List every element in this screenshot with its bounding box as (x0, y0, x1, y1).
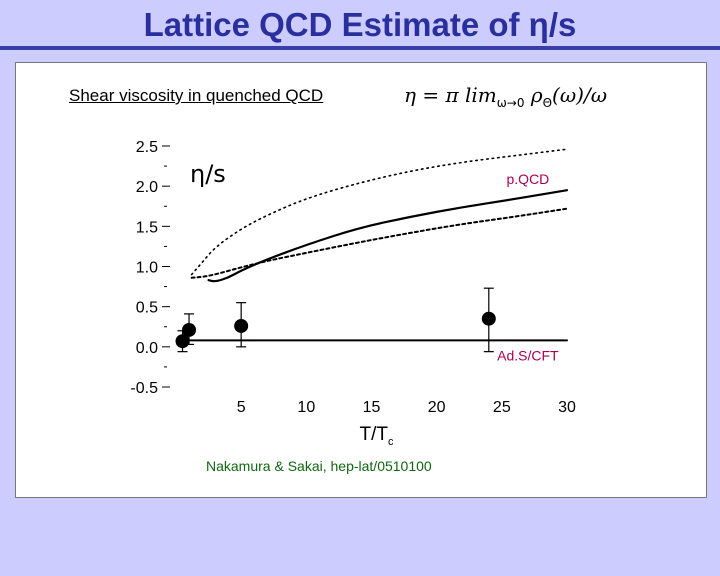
viscosity-formula: η = π limω→0 ρΘ(ω)/ω (404, 83, 607, 110)
x-tick-label: 15 (363, 399, 381, 416)
viscosity-chart: -0.5 0.0 0.5 1.0 1.5 2.0 2.5 5 10 15 20 25 30 η/s T/Tc… (130, 139, 576, 448)
series-curve-dotted-lower (190, 207, 568, 279)
formula-lhs: η = π lim (404, 83, 497, 107)
y-tick-label: 0.0 (136, 340, 158, 357)
slide-title-text: Lattice QCD Estimate of η/s (143, 6, 577, 43)
formula-rho: ρ (530, 83, 543, 107)
y-tick-label: 0.5 (136, 300, 158, 317)
x-tick-label: 30 (558, 399, 576, 416)
figure-subtitle: Shear viscosity in quenched QCD (69, 86, 324, 105)
x-tick-label: 25 (493, 399, 511, 416)
figure-panel: -0.5 0.0 0.5 1.0 1.5 2.0 2.5 5 10 15 20 25 30 η/s T/Tc… (15, 62, 707, 498)
series-curve-dotted-upper (190, 148, 568, 276)
y-tick-label: 2.5 (136, 139, 158, 156)
y-tick-label: 1.5 (136, 219, 158, 236)
data-point (234, 318, 249, 333)
y-tick-label: 1.0 (136, 260, 158, 277)
credit-line: Nakamura & Sakai, hep-lat/0510100 (206, 458, 432, 474)
x-axis-label-subscript: c (388, 436, 394, 448)
series-curve-solid (207, 189, 569, 283)
x-tick-label: 10 (297, 399, 315, 416)
title-divider (0, 46, 720, 50)
x-tick-label: 20 (428, 399, 446, 416)
formula-limit-sub: ω→0 (496, 96, 525, 110)
chart-annotation: p.QCD (507, 171, 550, 187)
formula-theta-sub: Θ (542, 96, 553, 110)
y-tick-label: 2.0 (136, 179, 158, 196)
x-axis-label: T/Tc (360, 424, 395, 448)
y-axis-label: η/s (190, 160, 226, 188)
y-tick-label: -0.5 (130, 380, 158, 397)
data-point (182, 322, 197, 337)
data-point (481, 311, 496, 326)
chart-annotation: Ad.S/CFT (497, 347, 559, 363)
slide-title: Lattice QCD Estimate of η/s (0, 6, 720, 44)
x-tick-label: 5 (237, 399, 246, 416)
formula-tail: (ω)/ω (552, 83, 608, 107)
